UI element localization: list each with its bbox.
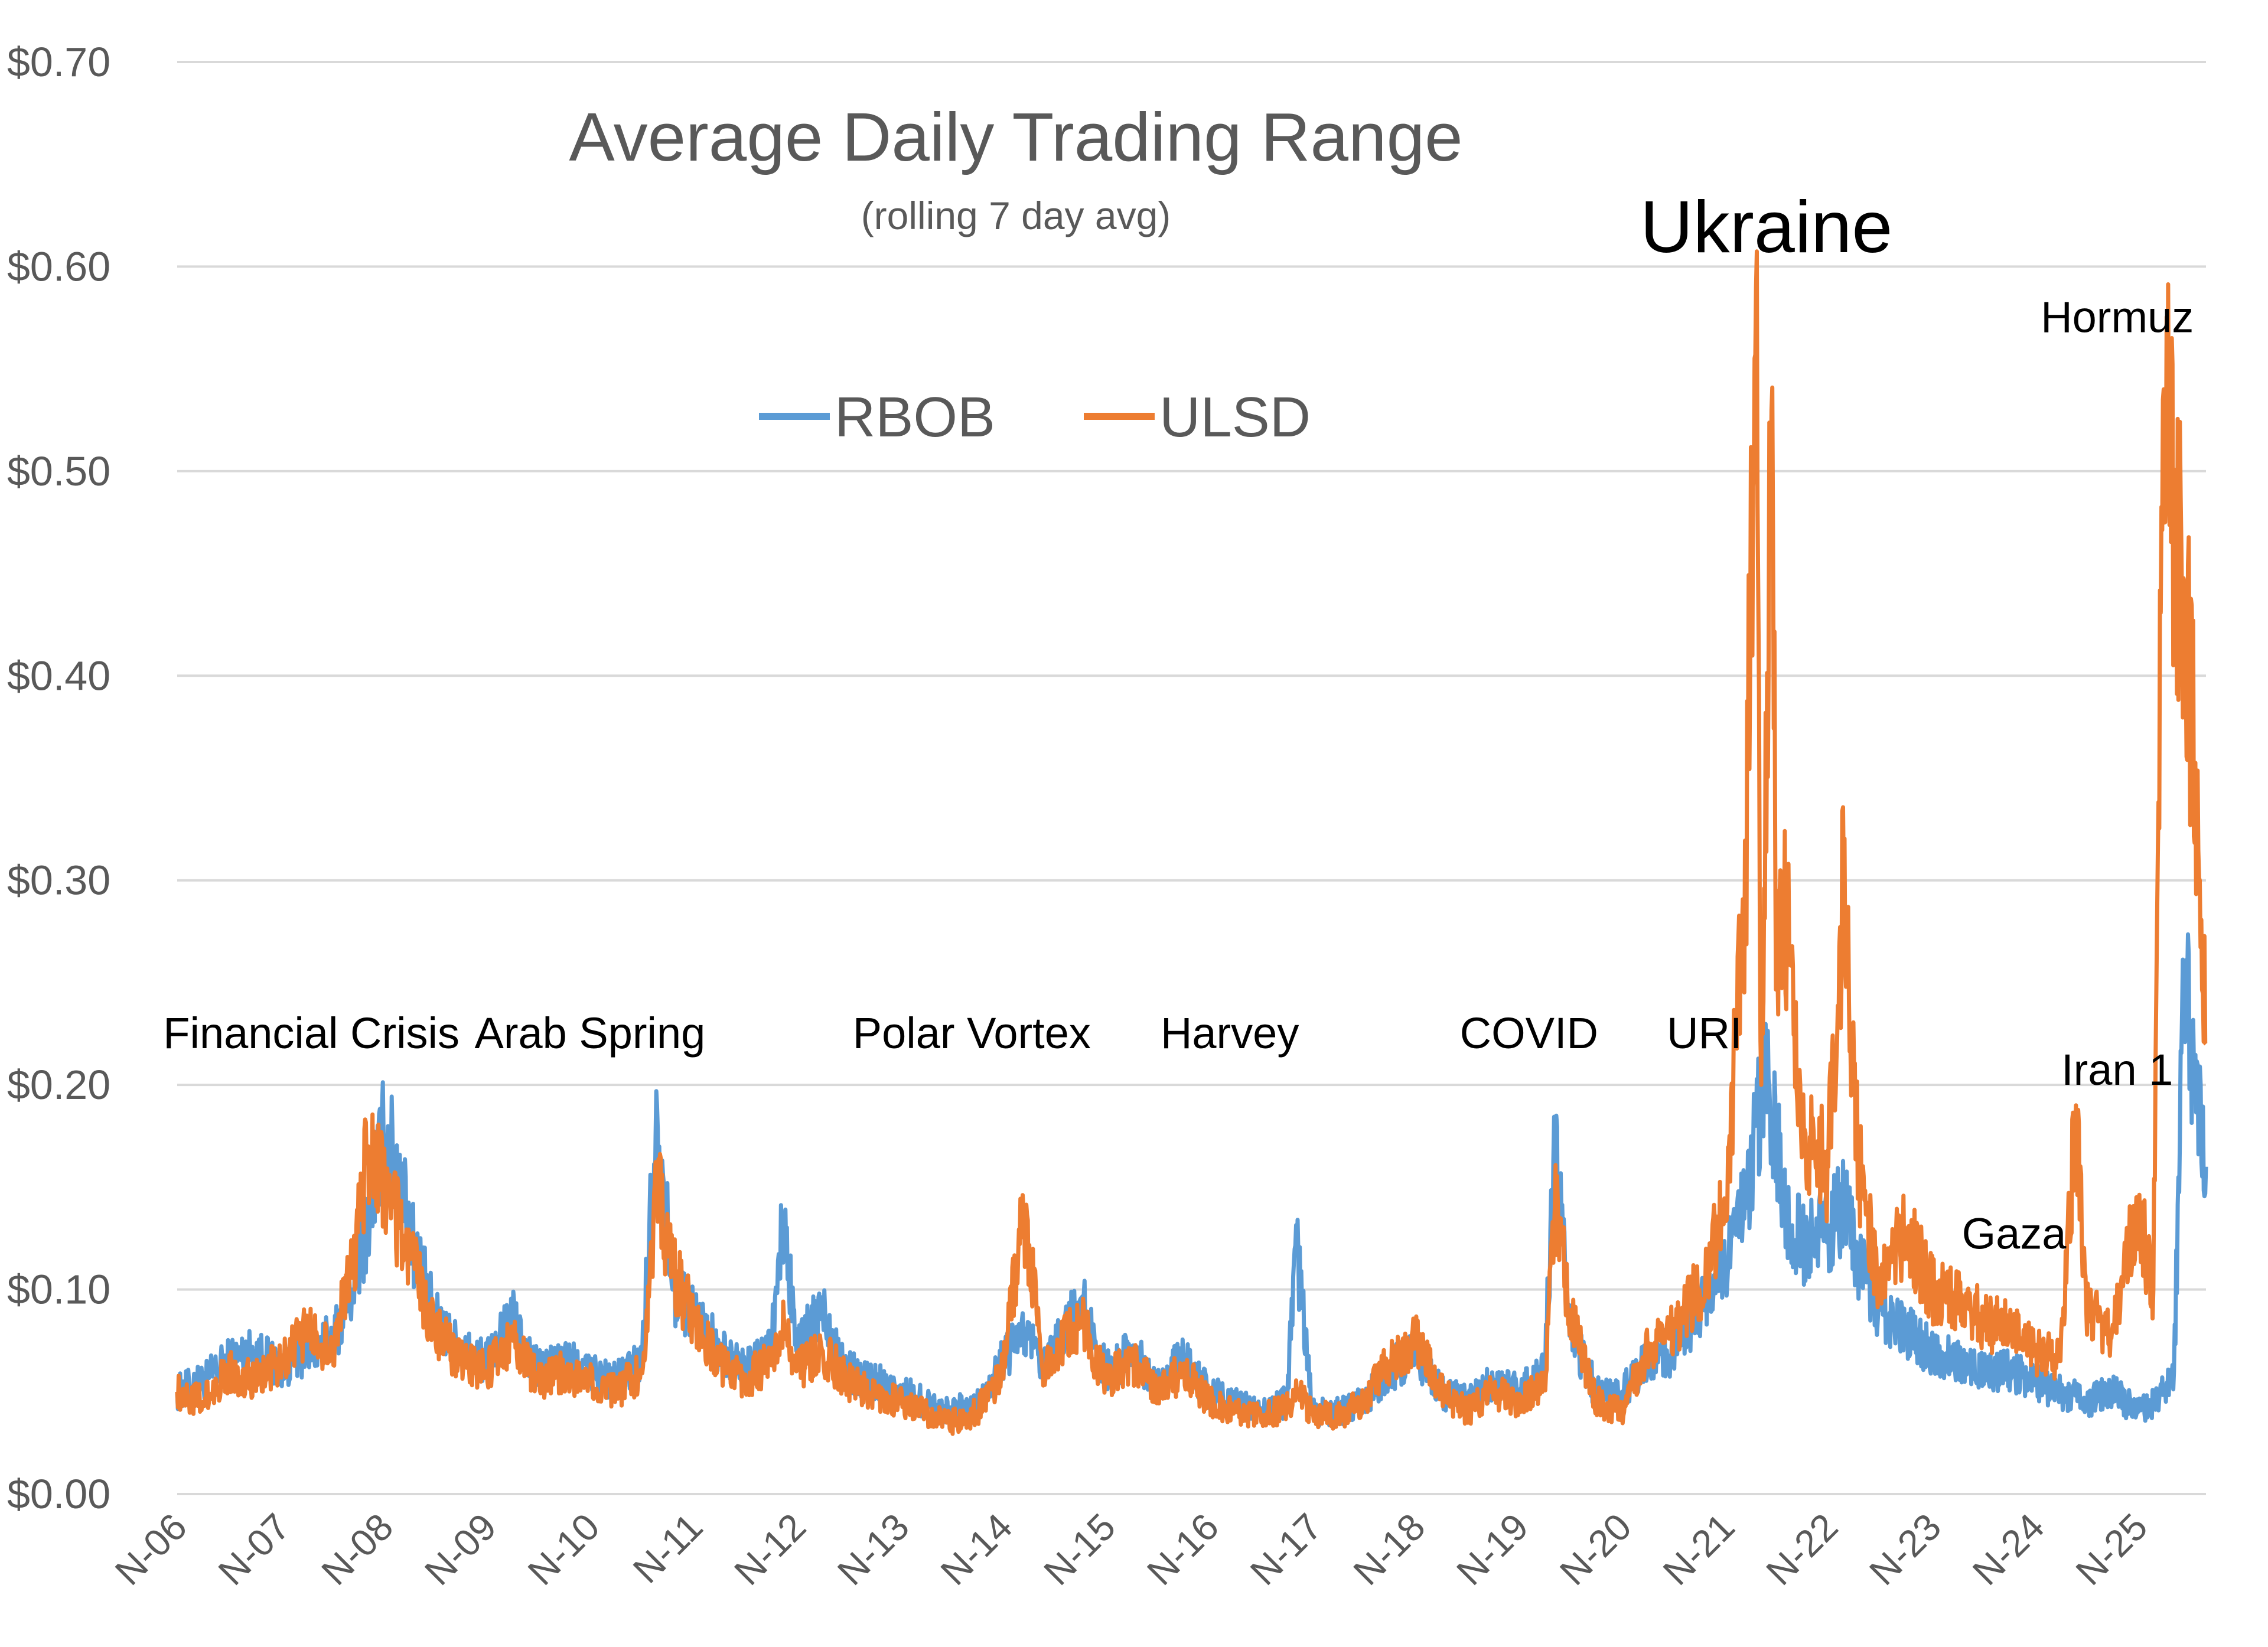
gridlines (177, 61, 2206, 1495)
chart-subtitle: (rolling 7 day avg) (861, 194, 1171, 237)
y-tick-label: $0.60 (7, 243, 110, 289)
chart-title: Average Daily Trading Range (569, 99, 1462, 175)
y-tick-label: $0.10 (7, 1267, 110, 1313)
y-axis-tick-labels: $0.00 $0.10 $0.20 $0.30 $0.40 $0.50 $0.60 $0.70 (7, 39, 110, 1517)
annotation-label: Iran 1 (2061, 1045, 2173, 1094)
annotation-label: Ukraine (1640, 187, 1892, 268)
annotation-label: URI (1667, 1009, 1742, 1058)
y-tick-label: $0.30 (7, 857, 110, 904)
annotation-label: Polar Vortex (853, 1009, 1091, 1058)
y-tick-label: $0.50 (7, 448, 110, 494)
y-tick-label: $0.40 (7, 653, 110, 699)
annotation-label: COVID (1460, 1009, 1598, 1058)
series-line-ulsd (175, 249, 2208, 1436)
y-tick-label: $0.00 (7, 1471, 110, 1517)
y-tick-label: $0.20 (7, 1062, 110, 1108)
annotation-label: Hormuz (2041, 292, 2194, 341)
annotation-label: Harvey (1161, 1009, 1299, 1058)
series-lines (175, 249, 2208, 1436)
legend: RBOB ULSD (759, 386, 1311, 449)
annotation-label: Financial Crisis (163, 1009, 460, 1058)
legend-label-ulsd: ULSD (1159, 386, 1311, 449)
event-annotations: Financial Crisis Arab Spring Polar Vortex H… (163, 187, 2194, 1258)
legend-label-rbob: RBOB (835, 386, 995, 449)
y-tick-label: $0.70 (7, 39, 110, 85)
annotation-label: Arab Spring (474, 1009, 705, 1058)
annotation-label: Gaza (1962, 1209, 2067, 1258)
